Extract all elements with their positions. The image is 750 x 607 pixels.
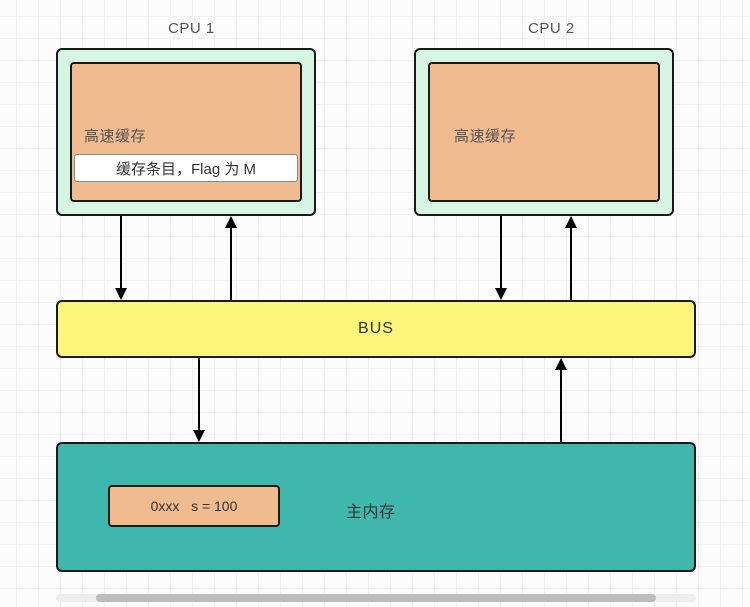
arrow-up-icon	[565, 216, 577, 228]
bus-box: BUS	[56, 300, 696, 358]
arrow-up-icon	[225, 216, 237, 228]
bus-label: BUS	[358, 320, 394, 338]
arrow-line-bus-to-mem-down	[198, 358, 200, 432]
arrow-line-mem-to-bus-up	[560, 368, 562, 442]
arrow-line-bus-to-cpu2-up	[570, 226, 572, 300]
arrow-up-icon	[555, 358, 567, 370]
memory-entry: 0xxx s = 100	[108, 485, 280, 527]
cpu1-cache-label: 高速缓存	[84, 125, 146, 146]
cpu2-label: CPU 2	[528, 20, 575, 37]
memory-label: 主内存	[346, 498, 396, 522]
arrow-line-cpu1-to-bus-down	[120, 216, 122, 290]
arrow-line-bus-to-cpu1-up	[230, 226, 232, 300]
arrow-down-icon	[115, 288, 127, 300]
cpu1-cache-entry: 缓存条目，Flag 为 M	[74, 154, 298, 182]
horizontal-scrollbar-thumb[interactable]	[96, 594, 656, 602]
cpu2-cache-label: 高速缓存	[454, 125, 516, 146]
arrow-down-icon	[495, 288, 507, 300]
memory-entry-text: 0xxx s = 100	[151, 498, 238, 514]
diagram-canvas: CPU 1 CPU 2 高速缓存 缓存条目，Flag 为 M 高速缓存 BUS …	[0, 0, 750, 607]
cpu1-label: CPU 1	[168, 20, 215, 37]
arrow-line-cpu2-to-bus-down	[500, 216, 502, 290]
cpu1-cache-entry-text: 缓存条目，Flag 为 M	[116, 158, 256, 179]
arrow-down-icon	[193, 430, 205, 442]
